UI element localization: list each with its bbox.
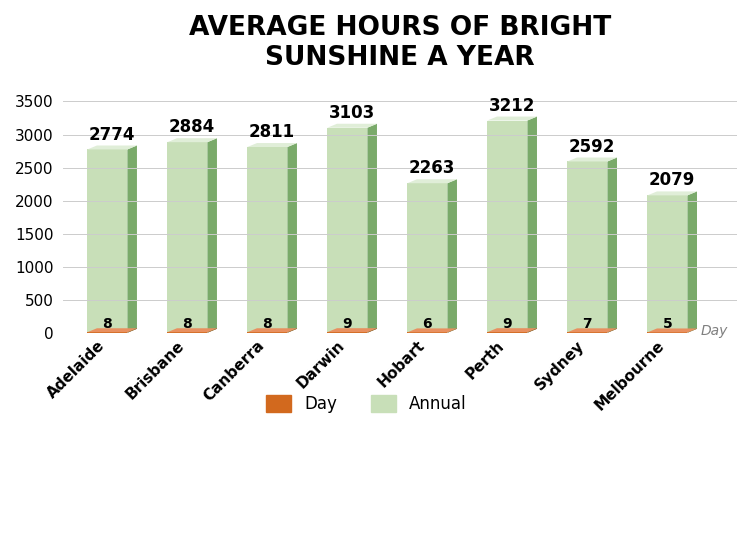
Polygon shape — [608, 157, 617, 333]
Polygon shape — [327, 128, 368, 333]
Polygon shape — [87, 328, 137, 332]
Polygon shape — [208, 138, 217, 333]
Text: 9: 9 — [343, 317, 352, 331]
Polygon shape — [687, 328, 697, 333]
Polygon shape — [487, 116, 537, 121]
Polygon shape — [568, 161, 608, 333]
Polygon shape — [647, 192, 697, 195]
Title: AVERAGE HOURS OF BRIGHT
SUNSHINE A YEAR: AVERAGE HOURS OF BRIGHT SUNSHINE A YEAR — [189, 15, 611, 71]
Text: 2811: 2811 — [249, 123, 296, 141]
Polygon shape — [368, 124, 377, 333]
Text: 9: 9 — [502, 317, 512, 331]
Polygon shape — [287, 143, 297, 333]
Text: 2774: 2774 — [89, 126, 135, 143]
Text: 6: 6 — [423, 318, 432, 332]
Polygon shape — [368, 328, 377, 333]
Text: 3212: 3212 — [489, 97, 535, 115]
Polygon shape — [647, 195, 687, 333]
Text: 8: 8 — [262, 317, 272, 331]
Polygon shape — [408, 183, 447, 333]
Polygon shape — [208, 328, 217, 333]
Text: 2263: 2263 — [409, 159, 456, 177]
Polygon shape — [447, 179, 457, 333]
Polygon shape — [127, 328, 137, 333]
Polygon shape — [247, 328, 297, 332]
Text: Day: Day — [701, 324, 729, 338]
Polygon shape — [687, 192, 697, 333]
Polygon shape — [447, 328, 457, 333]
Text: 2592: 2592 — [569, 137, 615, 156]
Polygon shape — [247, 143, 297, 147]
Text: 7: 7 — [583, 318, 593, 331]
Text: 2079: 2079 — [649, 171, 696, 189]
Polygon shape — [168, 142, 208, 333]
Polygon shape — [87, 149, 127, 333]
Polygon shape — [127, 146, 137, 333]
Polygon shape — [327, 332, 368, 333]
Polygon shape — [527, 328, 537, 333]
Text: 5: 5 — [663, 318, 672, 332]
Polygon shape — [487, 332, 527, 333]
Polygon shape — [408, 328, 457, 332]
Text: 2884: 2884 — [169, 118, 215, 136]
Text: 3103: 3103 — [329, 104, 375, 122]
Polygon shape — [647, 328, 697, 332]
Text: 8: 8 — [183, 317, 193, 331]
Polygon shape — [247, 147, 287, 333]
Polygon shape — [327, 124, 377, 128]
Polygon shape — [287, 328, 297, 333]
Polygon shape — [487, 121, 527, 333]
Polygon shape — [408, 179, 457, 183]
Polygon shape — [568, 157, 617, 161]
Polygon shape — [168, 328, 217, 332]
Polygon shape — [168, 138, 217, 142]
Polygon shape — [87, 146, 137, 149]
Polygon shape — [568, 328, 617, 332]
Legend: Day, Annual: Day, Annual — [259, 388, 474, 420]
Polygon shape — [327, 328, 377, 332]
Polygon shape — [487, 328, 537, 332]
Polygon shape — [527, 116, 537, 333]
Text: 8: 8 — [102, 317, 112, 331]
Polygon shape — [608, 328, 617, 333]
